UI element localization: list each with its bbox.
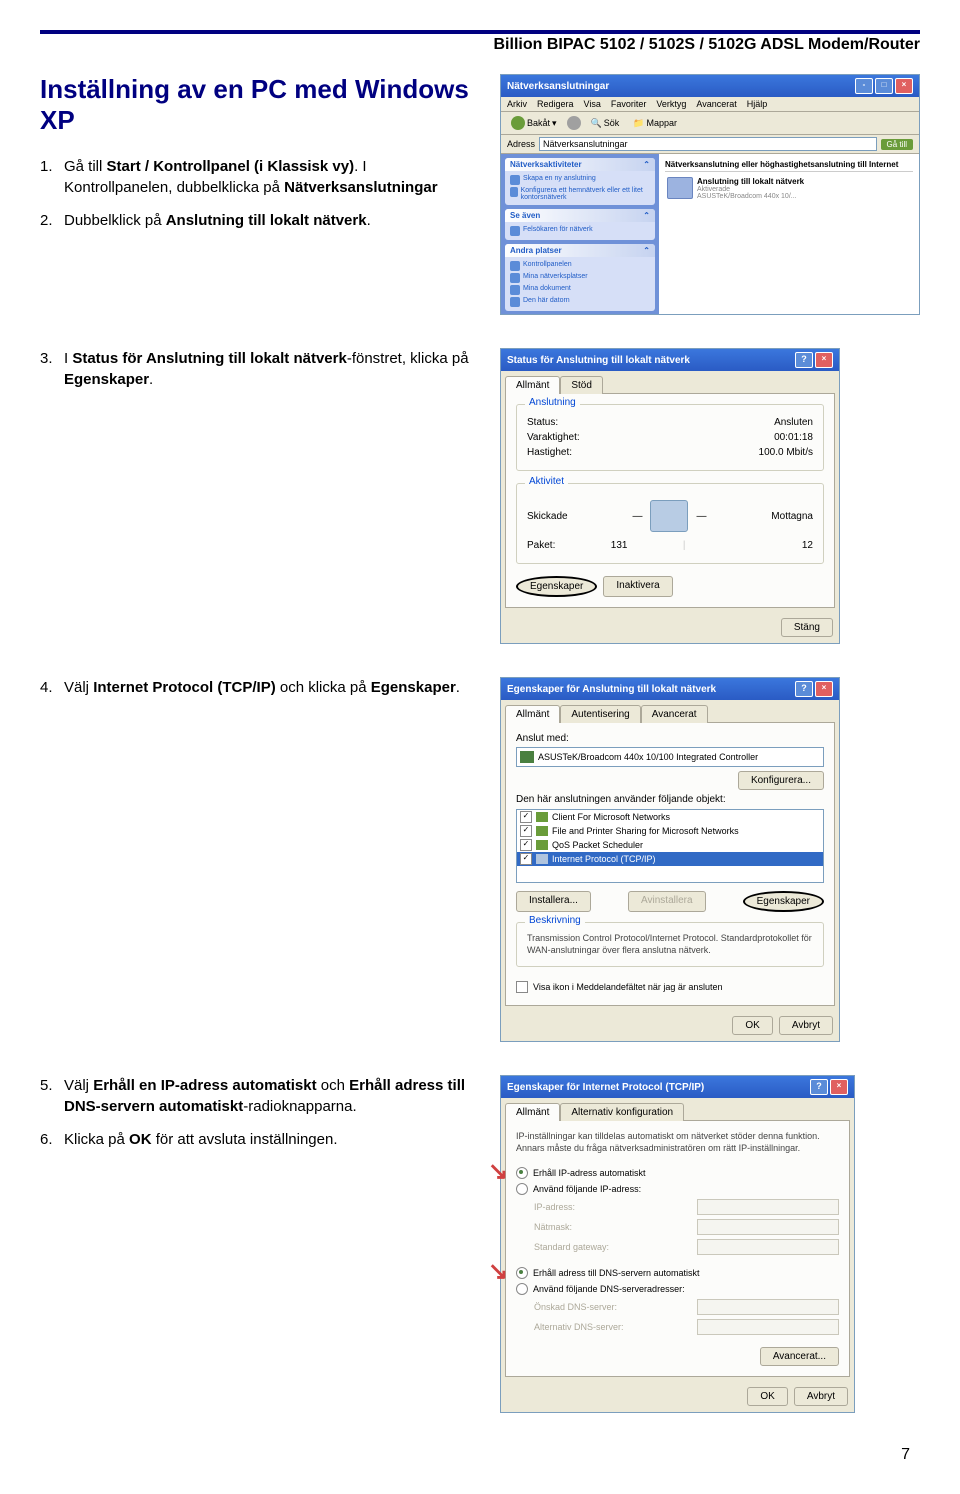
tab-support[interactable]: Stöd [560,376,603,394]
description-label: Beskrivning [525,915,585,926]
advanced-button[interactable]: Avancerat... [760,1347,839,1366]
step-4: 4. Välj Internet Protocol (TCP/IP) och k… [40,677,470,698]
folders-icon[interactable]: 📁 [633,118,644,129]
content-header: Nätverksanslutning eller höghastighetsan… [665,160,913,172]
group-activity: Aktivitet [525,476,568,487]
dialog-title: Egenskaper för Anslutning till lokalt nä… [507,684,716,695]
tab-auth[interactable]: Autentisering [560,705,640,723]
help-icon[interactable]: ? [795,352,813,368]
ip-address-input [697,1199,839,1215]
go-button[interactable]: Gå till [881,139,913,150]
tcpip-description: IP-inställningar kan tilldelas automatis… [516,1131,839,1154]
close-icon[interactable]: × [815,352,833,368]
group-connection: Anslutning [525,397,580,408]
collapse-icon[interactable]: ⌃ [643,160,650,169]
radio-use-dns[interactable]: Använd följande DNS-serveradresser: [516,1281,839,1297]
address-label: Adress [507,139,535,149]
disable-button[interactable]: Inaktivera [603,576,672,597]
minimize-icon[interactable]: - [855,78,873,94]
step-6: 6. Klicka på OK för att avsluta inställn… [40,1129,470,1150]
step-1: 1. Gå till Start / Kontrollpanel (i Klas… [40,156,470,198]
sidebar-link[interactable]: Mina nätverksplatser [510,272,650,284]
network-connection-item[interactable]: Anslutning till lokalt nätverk Aktiverad… [665,175,913,202]
close-icon[interactable]: × [830,1079,848,1095]
back-icon[interactable] [511,116,525,130]
sidebar-link[interactable]: Den här datorn [510,296,650,308]
close-button[interactable]: Stäng [781,618,833,637]
screenshot-connection-status: Status för Anslutning till lokalt nätver… [500,348,840,644]
forward-icon[interactable] [567,116,581,130]
ok-button[interactable]: OK [732,1016,772,1035]
window-title: Nätverksanslutningar [507,81,609,92]
install-button[interactable]: Installera... [516,891,591,912]
properties-button[interactable]: Egenskaper [516,576,597,597]
dns1-input [697,1299,839,1315]
configure-button[interactable]: Konfigurera... [738,771,824,790]
section-title: Inställning av en PC med Windows XP [40,74,470,136]
connect-with-label: Anslut med: [516,733,824,744]
sidebar-link[interactable]: Mina dokument [510,284,650,296]
toolbar[interactable]: Bakåt ▾ 🔍Sök 📁Mappar [501,112,919,135]
tab-general[interactable]: Allmänt [505,705,560,723]
dialog-title: Egenskaper för Internet Protocol (TCP/IP… [507,1082,704,1093]
step-2: 2. Dubbelklick på Anslutning till lokalt… [40,210,470,231]
components-listbox[interactable]: ✓Client For Microsoft Networks ✓File and… [516,809,824,883]
netmask-input [697,1219,839,1235]
radio-obtain-dns-auto[interactable]: Erhåll adress till DNS-servern automatis… [516,1265,839,1281]
maximize-icon[interactable]: □ [875,78,893,94]
tab-general[interactable]: Allmänt [505,376,560,394]
radio-obtain-ip-auto[interactable]: Erhåll IP-adress automatiskt [516,1165,839,1181]
show-icon-checkbox[interactable]: Visa ikon i Meddelandefältet när jag är … [516,979,824,995]
network-icon [667,177,693,199]
sidebar-link[interactable]: Konfigurera ett hemnätverk eller ett lit… [510,186,650,202]
tab-advanced[interactable]: Avancerat [641,705,708,723]
close-icon[interactable]: × [895,78,913,94]
address-input[interactable]: Nätverksanslutningar [539,137,877,151]
properties-button[interactable]: Egenskaper [743,891,824,912]
tab-general[interactable]: Allmänt [505,1103,560,1121]
search-icon[interactable]: 🔍 [591,118,602,129]
arrow-indicator: ↘ [488,1257,508,1286]
cancel-button[interactable]: Avbryt [779,1016,833,1035]
collapse-icon[interactable]: ⌃ [643,246,650,255]
tcpip-item[interactable]: ✓Internet Protocol (TCP/IP) [517,852,823,866]
description-text: Transmission Control Protocol/Internet P… [527,933,813,956]
adapter-display: ASUSTeK/Broadcom 440x 10/100 Integrated … [516,747,824,767]
menubar[interactable]: ArkivRedigeraVisaFavoriterVerktygAvancer… [501,97,919,112]
sidebar-link[interactable]: Kontrollpanelen [510,260,650,272]
sidebar: Nätverksaktiviteter⌃ Skapa en ny anslutn… [501,154,659,314]
dialog-title: Status för Anslutning till lokalt nätver… [507,355,690,366]
activity-icon [650,500,688,532]
arrow-indicator: ↘ [488,1157,508,1186]
step-5: 5. Välj Erhåll en IP-adress automatiskt … [40,1075,470,1117]
screenshot-lan-properties: Egenskaper för Anslutning till lokalt nä… [500,677,840,1042]
ok-button[interactable]: OK [747,1387,787,1406]
header-product: Billion BIPAC 5102 / 5102S / 5102G ADSL … [40,36,920,54]
help-icon[interactable]: ? [810,1079,828,1095]
sidebar-link[interactable]: Skapa en ny anslutning [510,174,650,186]
radio-use-ip[interactable]: Använd följande IP-adress: [516,1181,839,1197]
screenshot-tcpip-properties: Egenskaper för Internet Protocol (TCP/IP… [500,1075,855,1412]
cancel-button[interactable]: Avbryt [794,1387,848,1406]
uninstall-button: Avinstallera [628,891,706,912]
step-3: 3. I Status för Anslutning till lokalt n… [40,348,470,390]
collapse-icon[interactable]: ⌃ [643,211,650,220]
close-icon[interactable]: × [815,681,833,697]
dns2-input [697,1319,839,1335]
help-icon[interactable]: ? [795,681,813,697]
screenshot-network-connections: Nätverksanslutningar - □ × ArkivRedigera… [500,74,920,315]
components-label: Den här anslutningen använder följande o… [516,794,824,805]
gateway-input [697,1239,839,1255]
page-number: 7 [40,1446,920,1464]
tab-altconfig[interactable]: Alternativ konfiguration [560,1103,684,1121]
sidebar-link[interactable]: Felsökaren för nätverk [510,225,650,237]
adapter-icon [520,751,534,763]
